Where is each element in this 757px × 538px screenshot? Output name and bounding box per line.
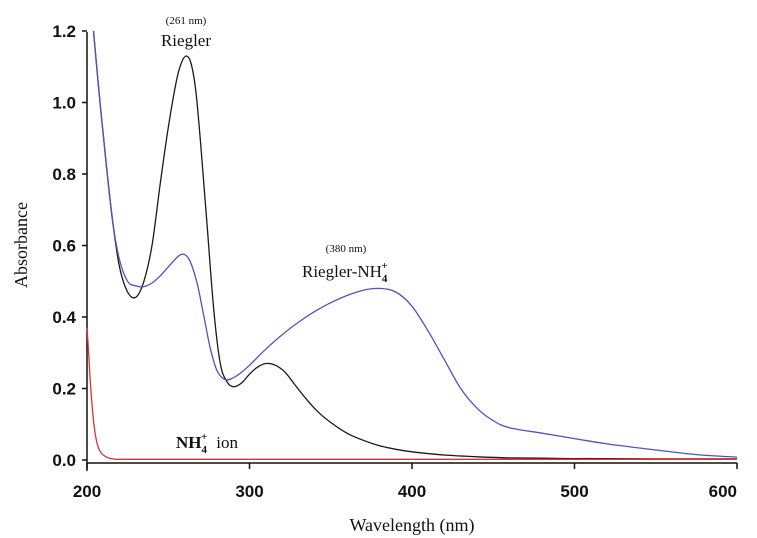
y-tick-label: 0.2 <box>52 380 76 399</box>
complex-label-text: Riegler-NH <box>302 262 382 281</box>
x-tick-label: 300 <box>235 482 263 501</box>
ion-label-text: NH <box>176 433 202 452</box>
x-tick-label: 200 <box>73 482 101 501</box>
x-tick-label: 400 <box>398 482 426 501</box>
y-tick-label: 0.6 <box>52 237 76 256</box>
x-axis-title: Wavelength (nm) <box>349 515 474 536</box>
x-tick-label: 500 <box>560 482 588 501</box>
x-ticks: 200 300 400 500 600 <box>73 463 738 501</box>
ion-label: NH4+ ion <box>176 431 239 456</box>
riegler-nh4-series-line <box>92 30 738 458</box>
complex-peak-annotation: (380 nm) <box>326 243 367 255</box>
series-layer <box>86 30 738 460</box>
x-tick-label: 600 <box>709 482 737 501</box>
complex-label: Riegler-NH4+ <box>302 260 388 285</box>
y-axis-title: Absorbance <box>11 202 31 288</box>
y-tick-label: 0.8 <box>52 165 76 184</box>
y-tick-label: 0.4 <box>52 308 76 327</box>
ion-label-suffix: ion <box>216 433 238 452</box>
y-tick-label: 1.0 <box>52 94 76 113</box>
ion-label-sup: + <box>201 431 207 443</box>
complex-label-sub: 4 <box>382 273 388 285</box>
riegler-label: Riegler <box>161 31 211 50</box>
y-tick-label: 1.2 <box>52 22 76 41</box>
riegler-peak-annotation: (261 nm) <box>166 15 207 27</box>
riegler-series-line <box>92 30 738 460</box>
y-ticks: 0.0 0.2 0.4 0.6 0.8 1.0 1.2 <box>52 22 87 470</box>
complex-label-sup: + <box>381 260 387 272</box>
nh4-ion-series-line <box>86 327 737 460</box>
y-tick-label: 0.0 <box>52 451 76 470</box>
ion-label-sub: 4 <box>202 444 208 456</box>
